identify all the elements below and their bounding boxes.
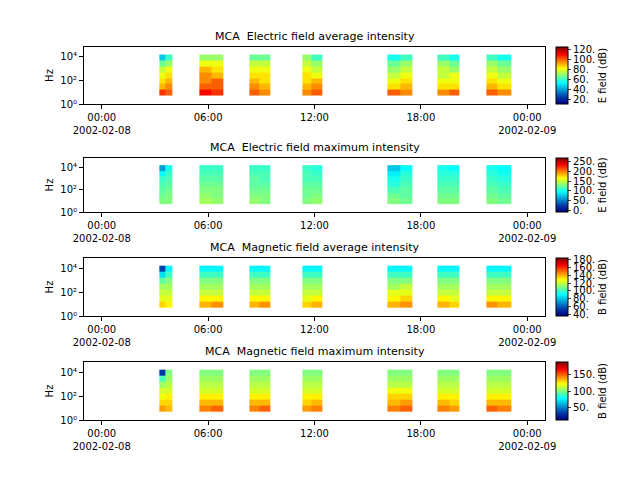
svg-text:120.: 120. bbox=[573, 44, 595, 55]
svg-text:12:00: 12:00 bbox=[300, 112, 329, 123]
svg-text:10⁴: 10⁴ bbox=[60, 51, 77, 62]
svg-text:160.: 160. bbox=[573, 262, 595, 273]
svg-text:12:00: 12:00 bbox=[300, 428, 329, 439]
svg-text:Hz: Hz bbox=[44, 385, 55, 398]
svg-text:Hz: Hz bbox=[44, 281, 55, 294]
svg-text:10²: 10² bbox=[60, 287, 77, 298]
svg-text:140.: 140. bbox=[573, 270, 595, 281]
svg-text:00:002002-02-09: 00:002002-02-09 bbox=[498, 112, 556, 136]
svg-text:180.: 180. bbox=[573, 254, 595, 265]
svg-text:60.: 60. bbox=[573, 301, 589, 312]
svg-text:06:00: 06:00 bbox=[194, 220, 223, 231]
svg-text:120.: 120. bbox=[573, 278, 595, 289]
svg-text:100.: 100. bbox=[573, 54, 595, 65]
svg-text:E field (dB): E field (dB) bbox=[597, 157, 608, 212]
svg-text:Hz: Hz bbox=[44, 69, 55, 82]
svg-text:00:002002-02-08: 00:002002-02-08 bbox=[73, 324, 131, 348]
svg-text:0.: 0. bbox=[573, 205, 583, 216]
svg-text:100.: 100. bbox=[573, 386, 595, 397]
svg-text:12:00: 12:00 bbox=[300, 220, 329, 231]
svg-text:20.: 20. bbox=[573, 94, 589, 105]
svg-text:06:00: 06:00 bbox=[194, 112, 223, 123]
svg-text:18:00: 18:00 bbox=[406, 220, 435, 231]
svg-text:100.: 100. bbox=[573, 285, 595, 296]
svg-text:80.: 80. bbox=[573, 293, 589, 304]
svg-text:10²: 10² bbox=[60, 391, 77, 402]
svg-text:40.: 40. bbox=[573, 309, 589, 320]
svg-text:B field (dB): B field (dB) bbox=[597, 259, 608, 315]
svg-text:MCA Magnetic field maximum in: MCA Magnetic field maximum intensity bbox=[205, 345, 425, 358]
svg-text:250.: 250. bbox=[573, 156, 595, 167]
svg-text:Hz: Hz bbox=[44, 179, 55, 192]
svg-text:10⁰: 10⁰ bbox=[60, 99, 77, 110]
svg-text:10⁴: 10⁴ bbox=[60, 367, 77, 378]
svg-text:B field (dB): B field (dB) bbox=[597, 363, 608, 419]
svg-text:80.: 80. bbox=[573, 64, 589, 75]
svg-text:00:002002-02-08: 00:002002-02-08 bbox=[73, 112, 131, 136]
svg-text:200.: 200. bbox=[573, 166, 595, 177]
svg-text:00:002002-02-09: 00:002002-02-09 bbox=[498, 428, 556, 452]
svg-text:150.: 150. bbox=[573, 369, 595, 380]
svg-text:10⁰: 10⁰ bbox=[60, 311, 77, 322]
svg-text:50.: 50. bbox=[573, 195, 589, 206]
svg-text:00:002002-02-09: 00:002002-02-09 bbox=[498, 324, 556, 348]
svg-text:150.: 150. bbox=[573, 176, 595, 187]
svg-text:06:00: 06:00 bbox=[194, 428, 223, 439]
svg-text:12:00: 12:00 bbox=[300, 324, 329, 335]
svg-text:100.: 100. bbox=[573, 185, 595, 196]
svg-text:MCA Magnetic field average in: MCA Magnetic field average intensity bbox=[210, 241, 419, 254]
svg-text:10²: 10² bbox=[60, 184, 77, 195]
svg-text:10²: 10² bbox=[60, 75, 77, 86]
svg-text:E field (dB): E field (dB) bbox=[597, 48, 608, 103]
svg-text:00:002002-02-08: 00:002002-02-08 bbox=[73, 428, 131, 452]
svg-text:00:002002-02-09: 00:002002-02-09 bbox=[498, 220, 556, 244]
svg-text:10⁰: 10⁰ bbox=[60, 207, 77, 218]
svg-text:10⁰: 10⁰ bbox=[60, 415, 77, 426]
svg-text:MCA Electric field maximum in: MCA Electric field maximum intensity bbox=[210, 141, 420, 154]
svg-text:60.: 60. bbox=[573, 74, 589, 85]
svg-text:18:00: 18:00 bbox=[406, 112, 435, 123]
svg-text:06:00: 06:00 bbox=[194, 324, 223, 335]
svg-text:MCA Electric field average in: MCA Electric field average intensity bbox=[215, 30, 415, 43]
svg-text:00:002002-02-08: 00:002002-02-08 bbox=[73, 220, 131, 244]
svg-text:18:00: 18:00 bbox=[406, 428, 435, 439]
svg-text:50.: 50. bbox=[573, 402, 589, 413]
svg-text:10⁴: 10⁴ bbox=[60, 263, 77, 274]
svg-text:40.: 40. bbox=[573, 84, 589, 95]
svg-text:10⁴: 10⁴ bbox=[60, 162, 77, 173]
svg-text:18:00: 18:00 bbox=[406, 324, 435, 335]
